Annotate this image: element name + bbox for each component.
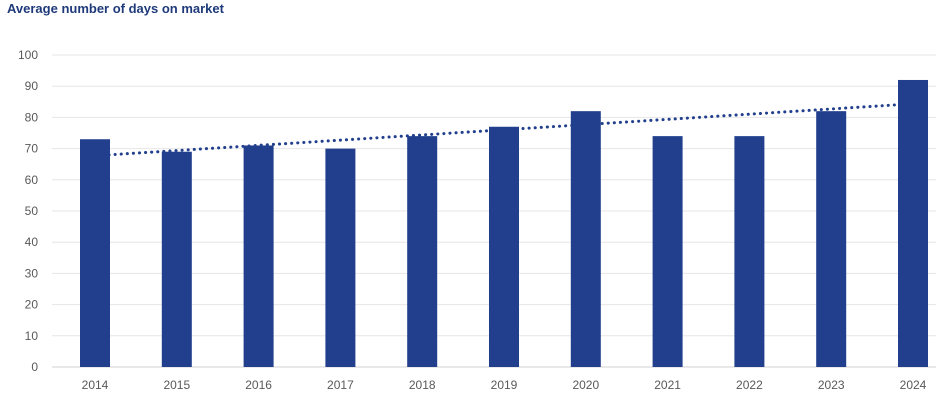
bars xyxy=(80,79,928,368)
y-tick-label: 10 xyxy=(25,329,39,343)
bar-2014 xyxy=(80,139,110,367)
y-tick-label: 50 xyxy=(25,204,39,218)
x-tick-label: 2024 xyxy=(900,378,927,392)
x-tick-label: 2021 xyxy=(654,378,681,392)
bar-2024 xyxy=(898,79,928,368)
x-tick-label: 2016 xyxy=(245,378,272,392)
x-tick-label: 2020 xyxy=(572,378,599,392)
x-tick-label: 2018 xyxy=(409,378,436,392)
bar-2016 xyxy=(243,145,274,367)
bar-2015 xyxy=(161,151,192,367)
y-tick-label: 90 xyxy=(25,79,39,93)
x-tick-label: 2019 xyxy=(491,378,518,392)
y-tick-label: 100 xyxy=(18,48,38,62)
bar-2023 xyxy=(816,111,847,367)
y-tick-label: 60 xyxy=(25,173,39,187)
bar-2019 xyxy=(489,126,519,367)
bar-2022 xyxy=(734,136,765,367)
bar-2021 xyxy=(652,136,683,367)
y-tick-label: 40 xyxy=(25,235,39,249)
x-tick-label: 2022 xyxy=(736,378,763,392)
y-tick-label: 30 xyxy=(25,266,39,280)
x-axis-ticks: 2014 2015 2016 2017 2018 2019 2020 2021 2022 2023… xyxy=(82,378,927,392)
y-tick-label: 20 xyxy=(25,298,39,312)
x-tick-label: 2017 xyxy=(327,378,354,392)
bar-2018 xyxy=(407,136,438,367)
bar-2017 xyxy=(325,148,356,367)
chart-title: Average number of days on market xyxy=(7,1,224,16)
y-tick-label: 70 xyxy=(25,142,39,156)
x-tick-label: 2015 xyxy=(163,378,190,392)
bar-2020 xyxy=(570,111,601,367)
x-tick-label: 2023 xyxy=(818,378,845,392)
y-axis-ticks: 0 10 20 30 40 50 60 70 80 90 100 xyxy=(18,48,38,374)
x-tick-label: 2014 xyxy=(82,378,109,392)
y-tick-label: 80 xyxy=(25,110,39,124)
y-tick-label: 0 xyxy=(31,360,38,374)
